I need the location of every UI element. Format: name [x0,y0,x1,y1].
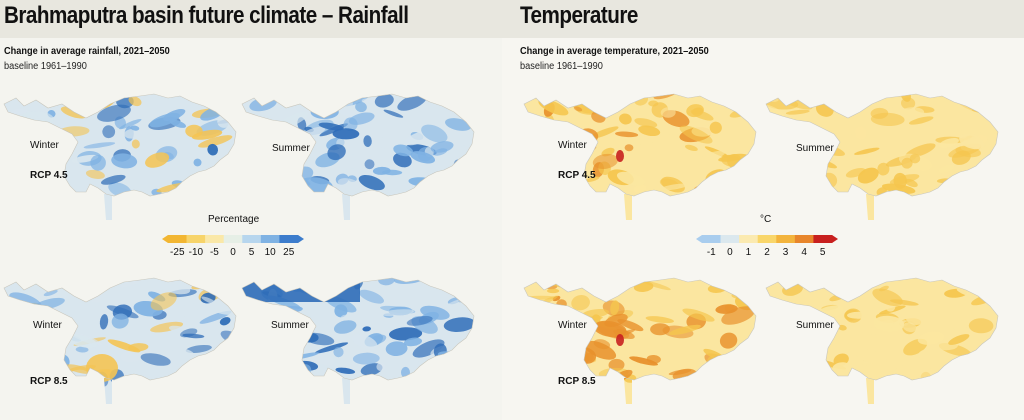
temperature-subtitle: Change in average temperature, 2021–2050 [520,46,709,57]
legend-tick-label: -25 [170,247,185,258]
legend-tick-label: 25 [283,247,295,258]
legend-tick-label: 3 [782,247,789,258]
legend-swatch [739,235,759,243]
rainfall-title-bar: Brahmaputra basin future climate – Rainf… [0,0,502,38]
map-temp-rcp45-summer [765,93,999,220]
rain-rcp85-scenario-label: RCP 8.5 [30,376,68,387]
rainfall-legend-title: Percentage [208,214,260,225]
legend-tick-label: 5 [819,247,826,258]
temperature-baseline: baseline 1961–1990 [520,61,603,72]
temp-rcp45-scenario-label: RCP 4.5 [558,170,596,181]
legend-arrow-left [162,235,168,243]
legend-tick-label: 1 [745,247,752,258]
rain-rcp45-summer-label: Summer [272,143,310,154]
rain-rcp45-scenario-label: RCP 4.5 [30,170,68,181]
temp-rcp85-winter-label: Winter [558,320,587,331]
rainfall-subtitle: Change in average rainfall, 2021–2050 [4,46,170,57]
legend-arrow-left [696,235,702,243]
legend-swatch [186,235,206,243]
legend-swatch [205,235,225,243]
rainfall-baseline: baseline 1961–1990 [4,61,87,72]
legend-tick-label: -5 [209,247,219,258]
map-rain-rcp45-winter [3,93,237,220]
legend-swatch [242,235,262,243]
map-temp-rcp85-winter [523,277,757,404]
legend-tick-label: 10 [264,247,276,258]
temp-rcp45-winter-label: Winter [558,140,587,151]
legend-swatch [260,235,280,243]
legend-tick-label: 5 [248,247,255,258]
temperature-panel: Temperature Change in average temperatur… [502,0,1024,420]
legend-swatch [794,235,814,243]
map-rain-rcp45-summer [241,93,475,220]
rainfall-panel: Brahmaputra basin future climate – Rainf… [0,0,502,420]
map-temp-rcp45-winter [523,93,757,220]
temperature-title: Temperature [520,2,638,29]
legend-tick-label: 0 [230,247,236,258]
legend-swatch [279,235,299,243]
legend-arrow-right [298,235,304,243]
rainfall-legend-bar [162,235,304,243]
legend-tick-label: 4 [801,247,807,258]
map-rain-rcp85-winter [3,277,237,404]
legend-swatch [813,235,833,243]
rain-rcp45-winter-label: Winter [30,140,59,151]
temp-rcp85-summer-label: Summer [796,320,834,331]
legend-swatch [168,235,187,243]
temperature-legend-bar [696,235,838,243]
legend-swatch [223,235,243,243]
rainfall-title: Brahmaputra basin future climate – Rainf… [4,2,409,29]
rain-rcp85-winter-label: Winter [33,320,62,331]
legend-swatch [776,235,796,243]
temp-rcp45-summer-label: Summer [796,143,834,154]
map-rain-rcp85-summer [241,277,475,404]
legend-swatch [757,235,777,243]
temp-rcp85-scenario-label: RCP 8.5 [558,376,596,387]
legend-swatch [702,235,721,243]
legend-tick-label: -10 [188,247,204,258]
legend-swatch [720,235,740,243]
rain-rcp85-summer-label: Summer [271,320,309,331]
temperature-title-bar: Temperature [502,0,1024,38]
temperature-legend-title: °C [760,214,772,225]
legend-tick-label: 2 [764,247,770,258]
map-temp-rcp85-summer [765,277,999,404]
legend-arrow-right [832,235,838,243]
legend-tick-label: -1 [706,247,716,258]
legend-tick-label: 0 [727,247,733,258]
